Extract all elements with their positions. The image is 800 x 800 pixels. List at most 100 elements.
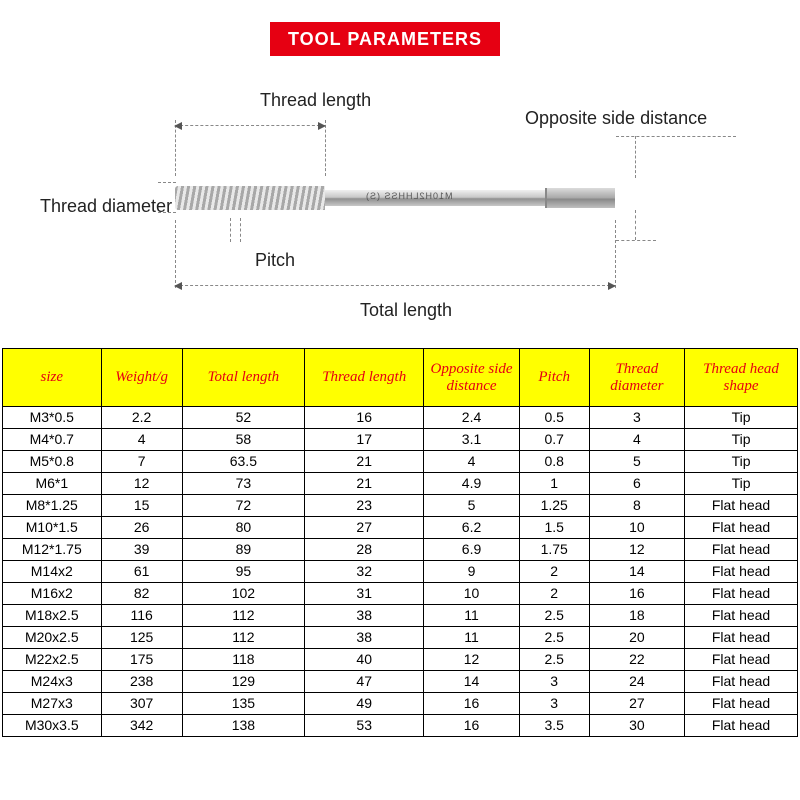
dim-opposite-upper <box>635 136 636 178</box>
cell-size: M16x2 <box>3 583 102 605</box>
cell-total: 135 <box>182 693 304 715</box>
dim-thread-dia-top <box>158 182 176 183</box>
title-banner: TOOL PARAMETERS <box>270 22 500 56</box>
table-row: M12*1.753989286.91.7512Flat head <box>3 539 798 561</box>
cell-thread: 38 <box>305 605 424 627</box>
label-thread-diameter: Thread diameter <box>40 196 172 217</box>
cell-pitch: 0.5 <box>519 407 589 429</box>
cell-total: 129 <box>182 671 304 693</box>
cell-pitch: 1.25 <box>519 495 589 517</box>
cell-shape: Flat head <box>685 627 798 649</box>
cell-dia: 12 <box>589 539 684 561</box>
dim-pitch-right <box>240 218 241 242</box>
cell-weight: 26 <box>101 517 182 539</box>
cell-thread: 49 <box>305 693 424 715</box>
cell-thread: 28 <box>305 539 424 561</box>
table-row: M6*11273214.916Tip <box>3 473 798 495</box>
cell-size: M14x2 <box>3 561 102 583</box>
dim-pitch-left <box>230 218 231 242</box>
dim-thread-length-span <box>175 125 325 126</box>
cell-opp: 9 <box>424 561 519 583</box>
cell-thread: 40 <box>305 649 424 671</box>
cell-total: 95 <box>182 561 304 583</box>
col-thread-diameter: Thread diameter <box>589 349 684 407</box>
cell-opp: 6.9 <box>424 539 519 561</box>
cell-thread: 31 <box>305 583 424 605</box>
tap-engraving: M10H2LHHSS (S) <box>365 191 453 201</box>
cell-size: M27x3 <box>3 693 102 715</box>
cell-pitch: 3 <box>519 693 589 715</box>
cell-weight: 116 <box>101 605 182 627</box>
cell-weight: 4 <box>101 429 182 451</box>
cell-dia: 14 <box>589 561 684 583</box>
table-row: M4*0.7458173.10.74Tip <box>3 429 798 451</box>
cell-weight: 2.2 <box>101 407 182 429</box>
cell-opp: 10 <box>424 583 519 605</box>
cell-weight: 82 <box>101 583 182 605</box>
cell-size: M24x3 <box>3 671 102 693</box>
cell-opp: 11 <box>424 605 519 627</box>
table-row: M3*0.52.252162.40.53Tip <box>3 407 798 429</box>
cell-shape: Flat head <box>685 649 798 671</box>
cell-pitch: 3 <box>519 671 589 693</box>
col-weight: Weight/g <box>101 349 182 407</box>
cell-dia: 22 <box>589 649 684 671</box>
diagram-area: Thread length Opposite side distance Thr… <box>40 70 760 330</box>
table-row: M30x3.534213853163.530Flat head <box>3 715 798 737</box>
tap-thread-section <box>175 186 325 210</box>
title-text: TOOL PARAMETERS <box>288 29 482 50</box>
cell-opp: 6.2 <box>424 517 519 539</box>
cell-shape: Tip <box>685 473 798 495</box>
cell-weight: 175 <box>101 649 182 671</box>
cell-shape: Tip <box>685 429 798 451</box>
table-row: M8*1.2515722351.258Flat head <box>3 495 798 517</box>
cell-dia: 8 <box>589 495 684 517</box>
cell-opp: 16 <box>424 715 519 737</box>
cell-shape: Tip <box>685 407 798 429</box>
cell-shape: Flat head <box>685 605 798 627</box>
cell-weight: 125 <box>101 627 182 649</box>
label-total-length: Total length <box>360 300 452 321</box>
cell-shape: Flat head <box>685 583 798 605</box>
cell-thread: 23 <box>305 495 424 517</box>
cell-size: M20x2.5 <box>3 627 102 649</box>
dim-thread-dia-bot <box>158 212 176 213</box>
parameters-table-wrap: size Weight/g Total length Thread length… <box>2 348 798 737</box>
cell-opp: 4.9 <box>424 473 519 495</box>
table-row: M22x2.517511840122.522Flat head <box>3 649 798 671</box>
cell-dia: 16 <box>589 583 684 605</box>
cell-size: M10*1.5 <box>3 517 102 539</box>
cell-dia: 30 <box>589 715 684 737</box>
cell-shape: Flat head <box>685 517 798 539</box>
cell-dia: 24 <box>589 671 684 693</box>
cell-dia: 4 <box>589 429 684 451</box>
parameters-table: size Weight/g Total length Thread length… <box>2 348 798 737</box>
cell-thread: 32 <box>305 561 424 583</box>
cell-size: M30x3.5 <box>3 715 102 737</box>
tap-square-end <box>545 188 615 208</box>
cell-total: 138 <box>182 715 304 737</box>
cell-pitch: 0.8 <box>519 451 589 473</box>
cell-size: M6*1 <box>3 473 102 495</box>
label-thread-length: Thread length <box>260 90 371 111</box>
cell-dia: 20 <box>589 627 684 649</box>
cell-pitch: 0.7 <box>519 429 589 451</box>
cell-total: 72 <box>182 495 304 517</box>
cell-weight: 342 <box>101 715 182 737</box>
cell-shape: Flat head <box>685 539 798 561</box>
cell-thread: 38 <box>305 627 424 649</box>
col-total-length: Total length <box>182 349 304 407</box>
cell-thread: 21 <box>305 451 424 473</box>
cell-thread: 27 <box>305 517 424 539</box>
table-row: M10*1.52680276.21.510Flat head <box>3 517 798 539</box>
dim-total-left <box>175 220 176 288</box>
cell-total: 80 <box>182 517 304 539</box>
cell-total: 118 <box>182 649 304 671</box>
label-opposite-side-distance: Opposite side distance <box>525 108 707 129</box>
cell-dia: 18 <box>589 605 684 627</box>
cell-opp: 2.4 <box>424 407 519 429</box>
cell-thread: 47 <box>305 671 424 693</box>
col-shape: Thread head shape <box>685 349 798 407</box>
cell-size: M18x2.5 <box>3 605 102 627</box>
cell-pitch: 2 <box>519 561 589 583</box>
